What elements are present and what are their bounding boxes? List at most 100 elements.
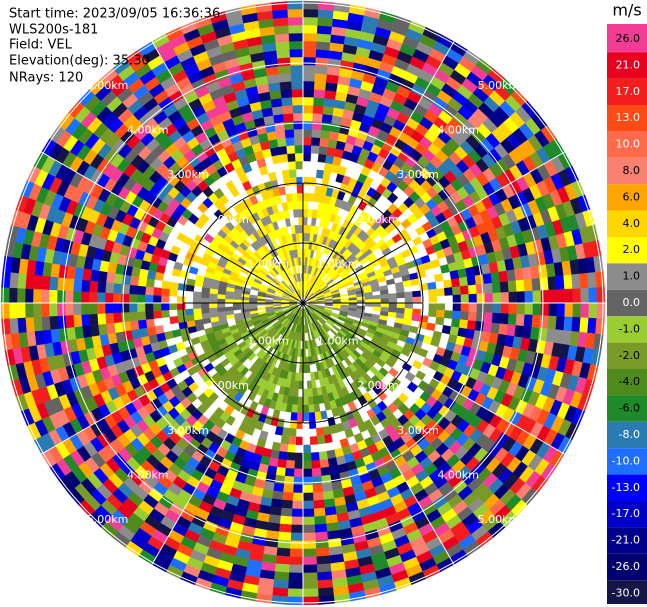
colorbar-label: 2.0 [623, 243, 641, 256]
radar-gate [587, 317, 597, 334]
radar-gate [427, 281, 437, 290]
radar-gate [288, 32, 304, 42]
radar-gate [293, 208, 299, 218]
radar-gate [286, 145, 296, 154]
radar-gate [588, 287, 598, 304]
radar-gate [274, 426, 284, 436]
radar-gate [121, 311, 131, 323]
colorbar-label: -21.0 [612, 534, 640, 547]
radar-gate [249, 294, 258, 299]
radar-gate [292, 104, 304, 114]
radar-gate [291, 404, 298, 413]
radar-gate [290, 412, 298, 421]
radar-gate [272, 587, 289, 597]
colorbar-label: 21.0 [616, 58, 641, 71]
radar-gate [72, 302, 82, 316]
radar-gate [315, 49, 330, 59]
radar-gate [579, 317, 589, 334]
radar-gate [387, 192, 399, 204]
radar-gate [291, 80, 304, 90]
radar-gate [312, 491, 324, 501]
radar-gate [302, 8, 319, 18]
radar-gate [302, 128, 313, 138]
radar-gate [192, 302, 202, 309]
radar-gate [295, 160, 304, 170]
radar-gate [466, 275, 477, 286]
radar-gate [404, 297, 414, 304]
radar-gate [41, 275, 51, 290]
radar-gate [452, 286, 461, 296]
radar-gate [65, 277, 75, 292]
radar-gate [312, 105, 324, 115]
radar-gate [136, 294, 146, 304]
radar-gate [113, 312, 123, 324]
radar-gate [90, 269, 100, 282]
radar-gate [104, 302, 114, 314]
radar-gate [388, 367, 399, 378]
radar-gate [318, 451, 328, 461]
radar-gate [468, 302, 478, 313]
radar-gate [145, 278, 155, 288]
radar-gate [302, 588, 319, 598]
radar-gate [65, 314, 75, 329]
radar-gate [441, 325, 452, 335]
radar-gate [273, 571, 290, 581]
colorbar-label: -4.0 [619, 375, 640, 388]
radar-gate [452, 294, 462, 304]
range-label: 2.00km [207, 213, 249, 226]
radar-gate [281, 97, 293, 107]
radar-gate [296, 265, 301, 274]
radar-gate [276, 137, 287, 148]
radar-gate [278, 73, 292, 83]
colorbar-label: 6.0 [623, 190, 641, 203]
radar-gate [291, 516, 304, 526]
radar-gate [97, 323, 108, 336]
radar-gate [404, 302, 414, 309]
radar-gate [482, 273, 493, 285]
radar-gate [90, 324, 100, 337]
radar-gate [321, 474, 332, 485]
range-label: 3.00km [397, 168, 439, 181]
radar-gate [428, 309, 437, 318]
radar-gate [296, 412, 304, 422]
radar-gate [113, 282, 123, 294]
radar-gate [96, 292, 106, 304]
radar-gate [290, 524, 304, 534]
radar-gate [277, 65, 292, 75]
radar-gate [302, 532, 316, 542]
radar-gate [492, 292, 502, 304]
radar-gate [302, 144, 312, 154]
radar-gate [317, 153, 327, 163]
radar-gate [290, 72, 304, 82]
radar-gate [128, 302, 138, 313]
radar-gate [153, 287, 162, 296]
radar-gate [302, 468, 313, 478]
radar-gate [216, 298, 226, 304]
radar-gate [88, 302, 98, 315]
radar-gate [302, 96, 314, 106]
colorbar-label: -6.0 [619, 402, 640, 415]
radar-gate [270, 97, 283, 108]
radar-gate [9, 317, 19, 334]
radar-gate [364, 302, 374, 307]
radar-gate [372, 306, 382, 312]
radar-gate [466, 320, 477, 331]
radar-gate [188, 266, 199, 275]
radar-gate [193, 308, 202, 315]
radar-gate [121, 283, 131, 295]
radar-gate [89, 280, 99, 293]
radar-gate [316, 435, 326, 445]
radar-gate [340, 293, 349, 298]
radar-gate [500, 292, 510, 304]
radar-gate [137, 276, 148, 287]
radar-gate [73, 314, 83, 328]
radar-gate [452, 302, 462, 312]
radar-gate [295, 232, 300, 242]
radar-gate [41, 316, 51, 331]
radar-gate [287, 580, 304, 590]
radar-gate [113, 321, 124, 333]
radar-gate [284, 217, 291, 227]
radar-gate [282, 491, 294, 501]
radar-gate [302, 16, 319, 26]
radar-gate [302, 56, 317, 66]
